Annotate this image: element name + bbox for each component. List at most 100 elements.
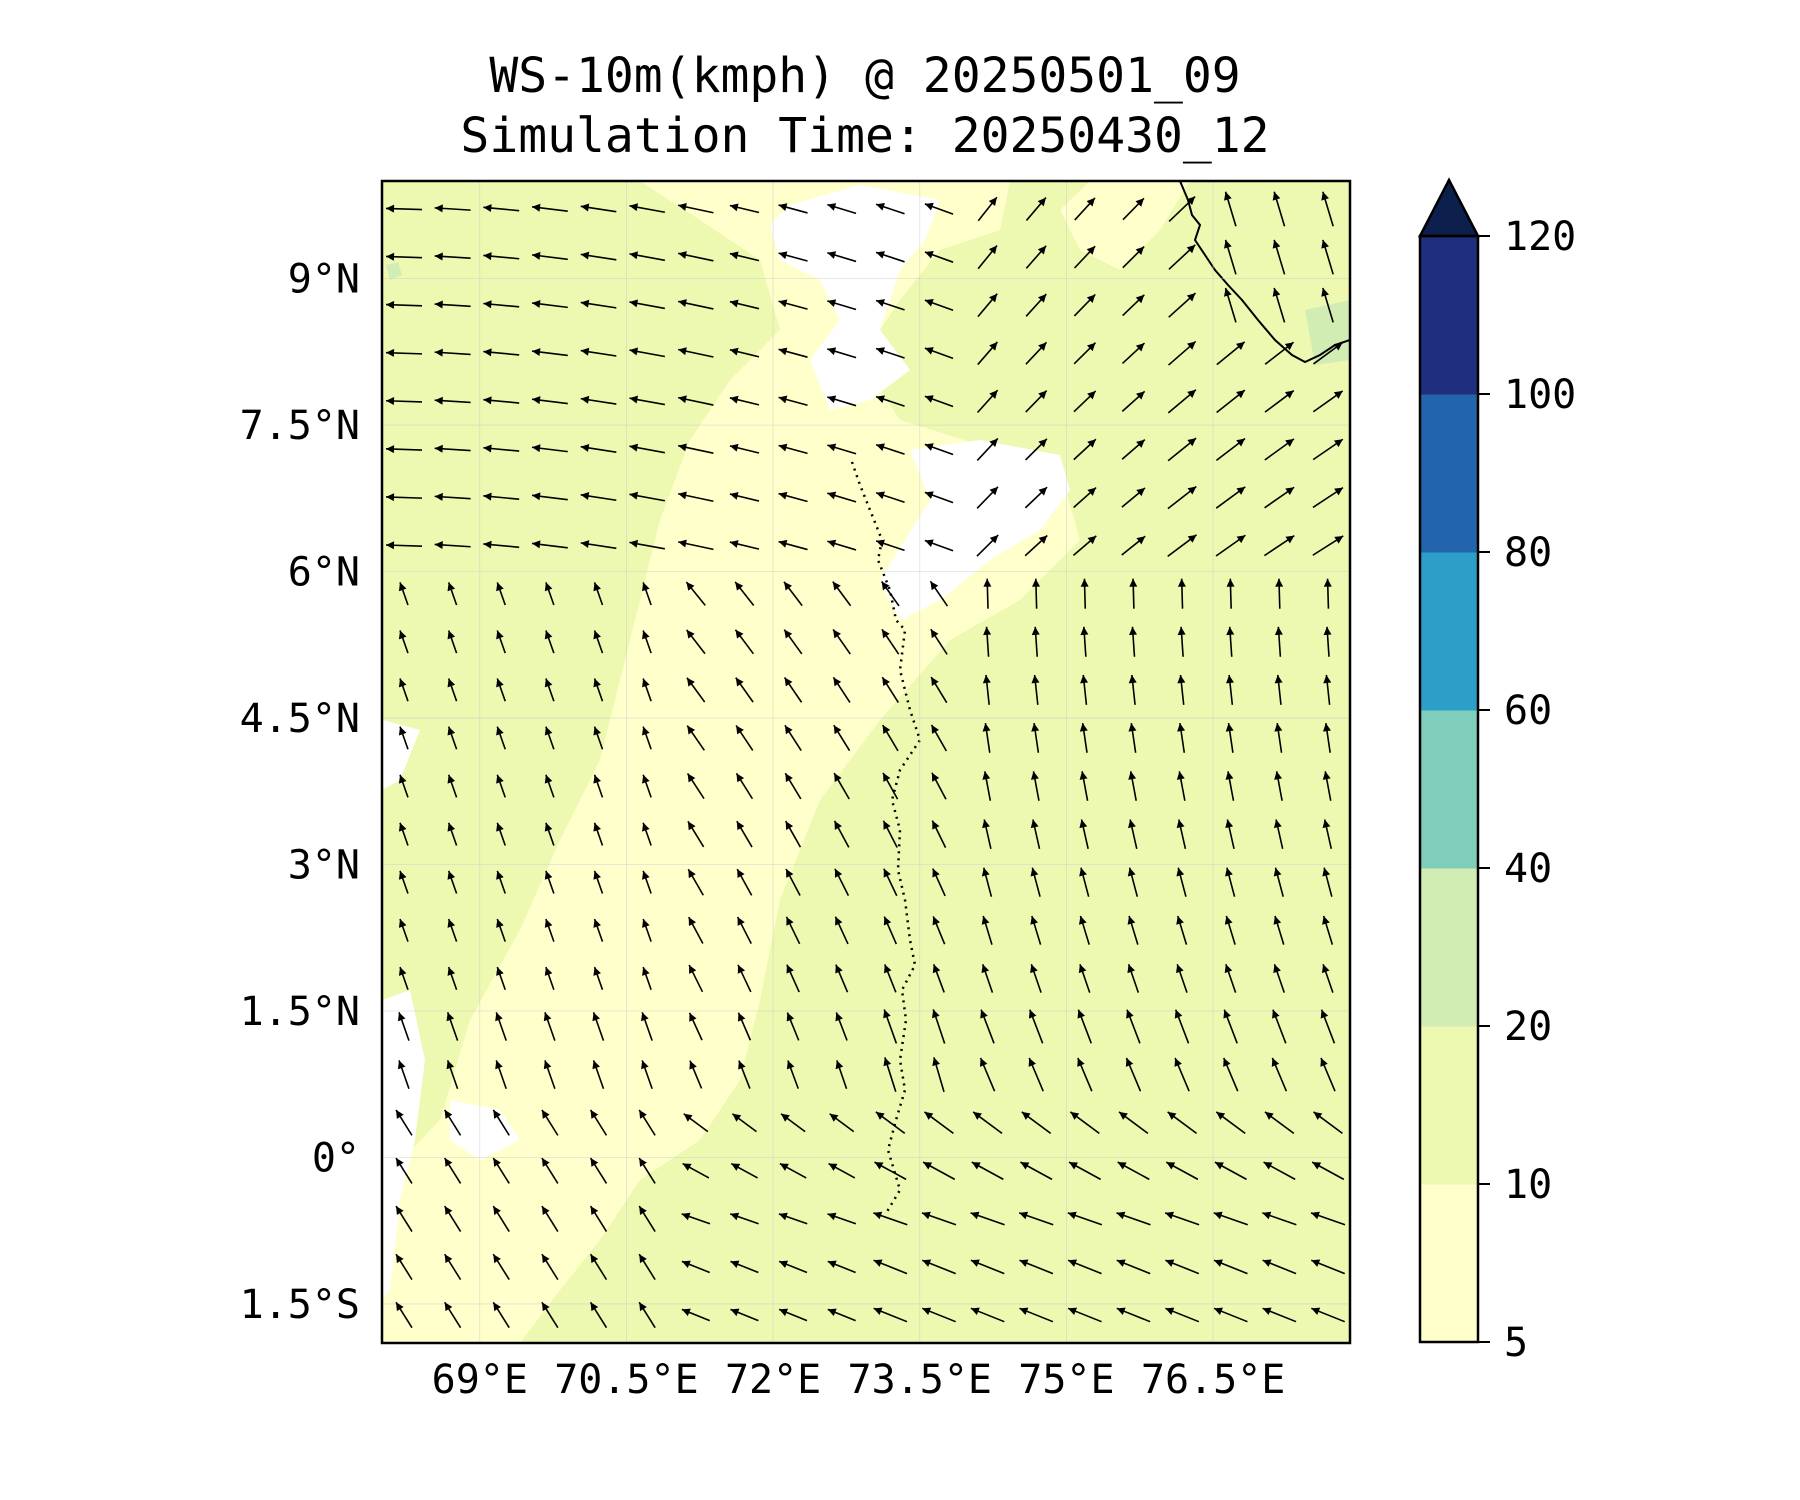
- wind-arrow-head: [483, 348, 492, 357]
- wind-arrow-head: [541, 1109, 550, 1119]
- wind-arrow-head: [444, 1109, 453, 1119]
- wind-arrow-head: [682, 1163, 692, 1171]
- wind-arrow-head: [1069, 1162, 1078, 1170]
- wind-arrow-head: [1320, 1009, 1329, 1019]
- wind-arrow-head: [1079, 723, 1088, 732]
- wind-arrow-head: [882, 677, 890, 687]
- wind-arrow-head: [1323, 578, 1332, 587]
- wind-arrow-head: [544, 822, 553, 832]
- wind-arrow-head: [493, 1109, 501, 1119]
- wind-arrow-head: [1037, 197, 1046, 207]
- wind-arrow-head: [446, 1012, 455, 1022]
- wind-arrow-head: [884, 964, 892, 974]
- wind-arrow-head: [544, 774, 553, 784]
- wind-arrow-head: [835, 1012, 843, 1022]
- wind-arrow-head: [1174, 1057, 1182, 1067]
- wind-arrow-head: [833, 677, 842, 687]
- wind-arrow-head: [1214, 1162, 1224, 1170]
- wind-arrow-head: [532, 540, 541, 549]
- wind-arrow-head: [729, 251, 739, 260]
- wind-arrow-head: [924, 491, 934, 499]
- wind-arrow-head: [1176, 915, 1184, 925]
- wind-arrow-head: [778, 203, 788, 212]
- wind-arrow-head: [983, 578, 992, 587]
- wind-arrow-head: [732, 1113, 742, 1122]
- wind-arrow-head: [786, 868, 794, 878]
- wind-arrow-head: [1031, 626, 1040, 636]
- wind-arrow-head: [989, 341, 998, 351]
- wind-arrow-head: [971, 1162, 981, 1170]
- wind-arrow-head: [642, 582, 650, 592]
- wind-arrow-head: [1236, 486, 1246, 495]
- wind-arrow-head: [1127, 867, 1136, 877]
- wind-arrow-head: [1038, 342, 1047, 351]
- wind-arrow-head: [1037, 245, 1047, 255]
- wind-arrow-head: [785, 821, 794, 831]
- calm-region-central: [880, 440, 1070, 620]
- wind-arrow-head: [988, 197, 997, 206]
- wind-arrow-head: [1128, 674, 1137, 684]
- wind-arrow-head: [931, 1009, 940, 1019]
- wind-arrow-head: [1136, 391, 1145, 400]
- wind-arrow-head: [1165, 1211, 1174, 1220]
- wind-arrow-head: [642, 774, 650, 784]
- wind-arrow-head: [398, 870, 407, 880]
- wind-arrow-head: [1165, 1307, 1175, 1315]
- wind-arrow-head: [629, 347, 639, 356]
- wind-arrow-head: [1068, 1307, 1078, 1315]
- wind-arrow-head: [881, 581, 890, 591]
- wind-arrow-head: [1136, 439, 1145, 448]
- wind-arrow-head: [446, 1060, 455, 1070]
- wind-arrow-head: [778, 347, 788, 356]
- wind-arrow-head: [736, 821, 745, 831]
- wind-arrow-head: [444, 1158, 453, 1167]
- x-tick-label: 72°E: [725, 1357, 821, 1403]
- wind-arrow-head: [688, 917, 697, 927]
- wind-arrow-head: [593, 967, 601, 976]
- wind-arrow-head: [541, 1254, 550, 1264]
- wind-arrow-head: [386, 493, 395, 502]
- x-tick-label: 69°E: [432, 1357, 528, 1403]
- wind-arrow-head: [1087, 487, 1097, 496]
- wind-arrow-head: [593, 918, 601, 928]
- wind-arrow-head: [1284, 390, 1294, 399]
- wind-arrow-head: [496, 870, 504, 880]
- wind-arrow-head: [1322, 915, 1330, 925]
- wind-arrow-head: [1322, 819, 1331, 829]
- wind-arrow-head: [1224, 191, 1232, 201]
- wind-arrow-head: [873, 1307, 883, 1315]
- wind-arrow-head: [444, 1302, 453, 1312]
- wind-arrow-head: [1285, 438, 1294, 447]
- wind-arrow-head: [639, 1254, 647, 1264]
- wind-arrow-head: [434, 396, 443, 405]
- wind-arrow-head: [434, 492, 443, 501]
- wind-arrow-head: [834, 773, 842, 782]
- wind-arrow-head: [730, 1212, 740, 1221]
- wind-arrow-head: [876, 443, 885, 452]
- wind-arrow-head: [932, 964, 941, 974]
- wind-arrow-head: [835, 916, 843, 926]
- wind-arrow-head: [629, 443, 639, 452]
- wind-arrow-head: [593, 678, 601, 688]
- wind-arrow-head: [1272, 1009, 1280, 1019]
- wind-arrow-head: [496, 967, 504, 976]
- wind-arrow-head: [687, 773, 696, 783]
- wind-arrow-head: [1019, 1259, 1029, 1267]
- wind-arrow-head: [1136, 487, 1146, 497]
- wind-arrow-head: [1311, 1211, 1320, 1220]
- wind-arrow-head: [686, 582, 695, 591]
- wind-arrow-head: [1125, 1057, 1134, 1067]
- wind-arrow-head: [980, 1009, 988, 1019]
- wind-arrow-head: [1323, 674, 1332, 684]
- colorbar: 5 10 20 40 60 80 100 120: [1417, 177, 1576, 1366]
- wind-arrow-head: [642, 678, 650, 688]
- wind-arrow-head: [629, 395, 639, 404]
- wind-arrow-head: [386, 252, 395, 261]
- wind-arrow-head: [778, 299, 788, 308]
- wind-arrow-head: [1236, 438, 1246, 447]
- wind-arrow-head: [541, 1158, 550, 1167]
- wind-arrow-head: [496, 582, 504, 592]
- wind-arrow-head: [989, 486, 999, 496]
- wind-arrow-head: [1086, 294, 1096, 303]
- wind-arrow-head: [833, 725, 842, 735]
